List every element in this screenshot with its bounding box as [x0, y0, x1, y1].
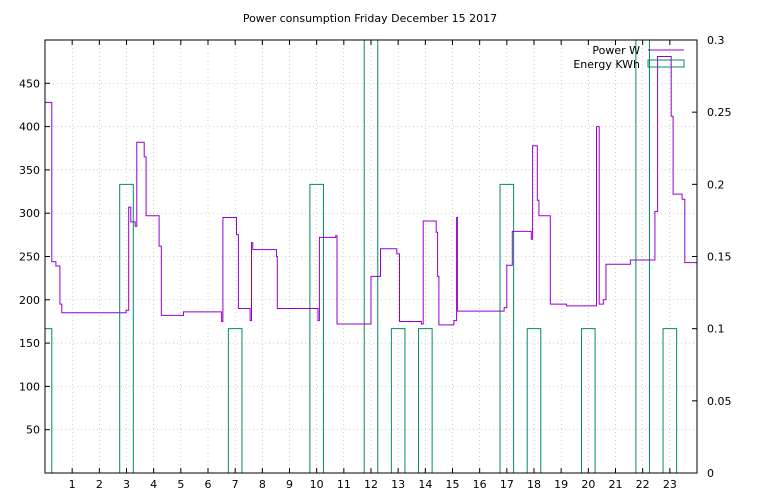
x-tick-label: 16 [473, 478, 487, 491]
x-tick-label: 1 [69, 478, 76, 491]
legend-energy-swatch [647, 59, 685, 68]
y-tick-label: 350 [19, 164, 40, 177]
y-tick-label: 150 [19, 337, 40, 350]
energy-bar [418, 328, 433, 473]
energy-bar [119, 183, 134, 473]
x-tick-label: 12 [364, 478, 378, 491]
x-tick-label: 2 [96, 478, 103, 491]
x-tick-label: 20 [581, 478, 595, 491]
y2-tick-label: 0.3 [707, 34, 725, 47]
x-tick-label: 5 [177, 478, 184, 491]
x-tick-label: 21 [609, 478, 623, 491]
grid-lines [45, 40, 697, 473]
y-tick-label: 300 [19, 207, 40, 220]
x-tick-label: 10 [310, 478, 324, 491]
x-tick-label: 13 [391, 478, 405, 491]
y2-tick-label: 0 [707, 467, 714, 480]
energy-bar [227, 328, 243, 473]
y-axis-ticks: 50 100 150 200 250 300 350 400 450 [19, 77, 50, 437]
plot-frame [44, 39, 698, 474]
x-tick-label: 6 [205, 478, 212, 491]
energy-bar [499, 183, 515, 473]
x-tick-label: 14 [418, 478, 432, 491]
x-tick-label: 18 [527, 478, 541, 491]
y-tick-label: 250 [19, 251, 40, 264]
energy-bar [526, 328, 542, 473]
legend-label-energy: Energy KWh [573, 58, 640, 71]
x-tick-label: 17 [500, 478, 514, 491]
x-tick-label: 7 [232, 478, 239, 491]
x-tick-label: 9 [286, 478, 293, 491]
y-tick-label: 450 [19, 77, 40, 90]
chart-title: Power consumption Friday December 15 201… [243, 12, 497, 25]
y2-tick-label: 0.1 [707, 323, 725, 336]
energy-bar [44, 328, 53, 473]
legend: Power W Energy KWh [573, 44, 685, 71]
power-line [45, 56, 697, 326]
power-series [45, 56, 697, 326]
energy-bar [309, 183, 324, 473]
x-axis-ticks: 1 2 3 4 5 6 7 8 9 10 11 12 13 14 15 16 17 18 19 20 21 22 23 [69, 40, 677, 491]
x-tick-label: 15 [446, 478, 460, 491]
legend-label-power: Power W [592, 44, 640, 57]
x-tick-label: 8 [259, 478, 266, 491]
y2-tick-label: 0.25 [707, 106, 732, 119]
y2-axis-ticks: 0 0.05 0.1 0.15 0.2 0.25 0.3 [692, 34, 732, 480]
x-tick-label: 23 [663, 478, 677, 491]
x-tick-label: 4 [150, 478, 157, 491]
energy-bar [390, 328, 406, 473]
y-tick-label: 400 [19, 121, 40, 134]
energy-bar [581, 328, 596, 473]
y2-tick-label: 0.15 [707, 251, 732, 264]
y-tick-label: 50 [26, 424, 40, 437]
energy-bar [662, 328, 678, 473]
x-tick-label: 22 [636, 478, 650, 491]
y2-tick-label: 0.05 [707, 395, 732, 408]
y-tick-label: 100 [19, 380, 40, 393]
y2-tick-label: 0.2 [707, 178, 725, 191]
x-tick-label: 3 [123, 478, 130, 491]
x-tick-label: 19 [554, 478, 568, 491]
x-tick-label: 11 [337, 478, 351, 491]
y-tick-label: 200 [19, 294, 40, 307]
